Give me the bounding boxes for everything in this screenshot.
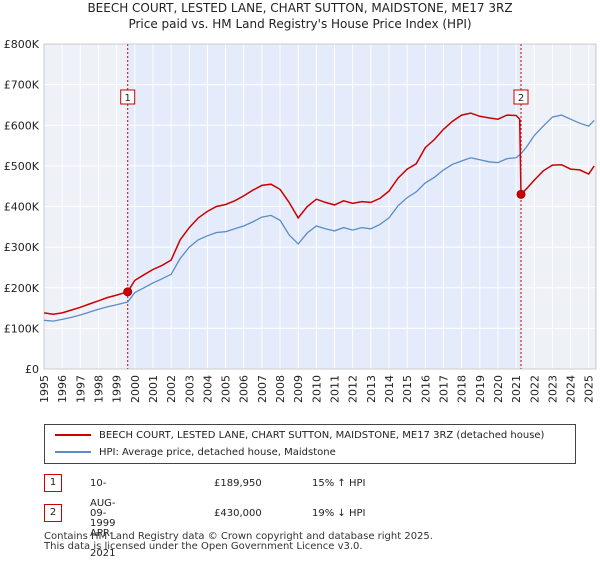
x-tick-label: 2014 — [383, 375, 396, 403]
transaction-date-2: 09-APR-2021 — [90, 508, 116, 559]
y-tick-label: £700K — [4, 79, 40, 92]
footer-copyright: Contains HM Land Registry data © Crown c… — [44, 531, 433, 542]
legend-item-property: BEECH COURT, LESTED LANE, CHART SUTTON, … — [55, 428, 544, 444]
property-series-line — [43, 112, 595, 315]
chart-title: BEECH COURT, LESTED LANE, CHART SUTTON, … — [87, 1, 513, 15]
transaction-label-box — [513, 89, 529, 105]
x-tick-label: 2000 — [129, 375, 142, 403]
x-tick-label: 2020 — [492, 375, 505, 403]
x-tick-label: 1999 — [111, 375, 124, 403]
y-tick-label: £400K — [4, 201, 40, 214]
x-tick-label: 2015 — [401, 375, 414, 403]
x-tick-label: 1995 — [38, 375, 51, 403]
legend: BEECH COURT, LESTED LANE, CHART SUTTON, … — [44, 424, 576, 464]
x-tick-label: 2001 — [147, 375, 160, 403]
y-tick-label: £200K — [4, 282, 40, 295]
legend-label-hpi: HPI: Average price, detached house, Maid… — [99, 447, 336, 458]
legend-item-hpi: HPI: Average price, detached house, Maid… — [55, 445, 336, 461]
x-tick-label: 2012 — [347, 375, 360, 403]
chart-subtitle: Price paid vs. HM Land Registry's House … — [128, 17, 472, 31]
x-tick-label: 2023 — [546, 375, 559, 403]
hpi-series-line — [43, 114, 595, 322]
footer: Contains HM Land Registry data © Crown c… — [44, 532, 433, 552]
y-tick-label: £800K — [4, 38, 40, 51]
x-tick-label: 2024 — [565, 375, 578, 403]
transaction-badge-2: 2 — [44, 504, 62, 522]
transaction-point — [516, 189, 526, 199]
x-tick-label: 2009 — [292, 375, 305, 403]
x-tick-label: 2010 — [310, 375, 323, 403]
transaction-price-1: £189,950 — [214, 478, 262, 489]
x-tick-label: 2003 — [183, 375, 196, 403]
x-tick-label: 2004 — [201, 375, 214, 403]
transaction-label-text: 2 — [518, 93, 524, 104]
x-tick-label: 2007 — [256, 375, 269, 403]
x-tick-label: 1996 — [56, 375, 69, 403]
x-tick-label: 2006 — [238, 375, 251, 403]
y-tick-label: £0 — [25, 363, 39, 376]
x-tick-label: 2002 — [165, 375, 178, 403]
x-tick-label: 2011 — [329, 375, 342, 403]
legend-label-property: BEECH COURT, LESTED LANE, CHART SUTTON, … — [99, 430, 545, 441]
x-tick-label: 2005 — [220, 375, 233, 403]
y-tick-label: £600K — [4, 119, 40, 132]
x-tick-label: 2017 — [437, 375, 450, 403]
x-tick-label: 2021 — [510, 375, 523, 403]
y-tick-label: £500K — [4, 160, 40, 173]
transaction-label-text: 1 — [125, 93, 131, 104]
x-tick-label: 2025 — [583, 375, 596, 403]
price-chart: £0 £100K £200K £300K £400K £500K £600K £700K £80… — [4, 38, 597, 403]
plot-frame — [43, 43, 597, 370]
transaction-hpi-2: 19% ↓ HPI — [312, 508, 366, 519]
transaction-label-box — [120, 89, 136, 105]
transaction-badge-1: 1 — [44, 474, 62, 492]
y-tick-label: £100K — [4, 322, 40, 335]
transaction-price-2: £430,000 — [214, 508, 262, 519]
x-tick-label: 2008 — [274, 375, 287, 403]
x-tick-label: 1998 — [92, 375, 105, 403]
footer-licence: This data is licensed under the Open Gov… — [44, 541, 363, 552]
y-tick-label: £300K — [4, 241, 40, 254]
legend-swatch-property — [55, 434, 91, 436]
x-tick-label: 2018 — [456, 375, 469, 403]
x-tick-label: 2022 — [528, 375, 541, 403]
legend-swatch-hpi — [55, 451, 91, 453]
transaction-date-1: 10-AUG-1999 — [90, 478, 116, 529]
x-tick-label: 1997 — [74, 375, 87, 403]
x-tick-label: 2016 — [419, 375, 432, 403]
transaction-hpi-1: 15% ↑ HPI — [312, 478, 366, 489]
transaction-point — [123, 287, 133, 297]
x-tick-label: 2019 — [474, 375, 487, 403]
x-tick-label: 2013 — [365, 375, 378, 403]
